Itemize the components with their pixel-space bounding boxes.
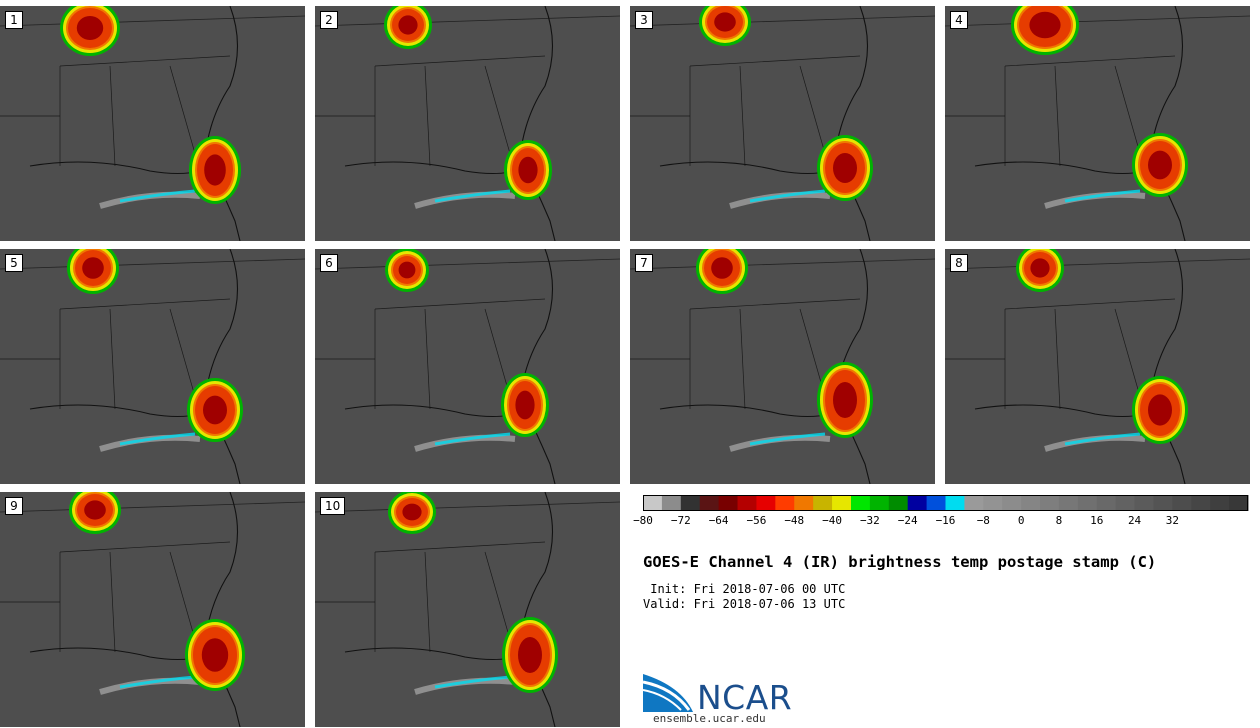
colorbar-swatch (1134, 495, 1154, 511)
colorbar-tick-label: 32 (1165, 514, 1179, 527)
colorbar-swatch (1096, 495, 1117, 511)
colorbar-swatch (1229, 495, 1249, 511)
init-time: Init: Fri 2018-07-06 00 UTC (643, 582, 846, 596)
map-panel-5: 5 (0, 249, 305, 484)
colorbar-tick-label: −24 (897, 514, 918, 527)
map-panel-10: 10 (315, 492, 620, 727)
colorbar-swatch (869, 495, 890, 511)
map-panel-7: 7 (630, 249, 935, 484)
panel-number-label: 6 (320, 254, 338, 272)
map-panel-9: 9 (0, 492, 305, 727)
ncar-logo-icon (643, 674, 693, 712)
panel-number-label: 10 (320, 497, 346, 515)
colorbar-swatch (737, 495, 757, 511)
panel-number-label: 9 (5, 497, 23, 515)
colorbar-swatch (1058, 495, 1079, 511)
map-panel-1: 1 (0, 6, 305, 241)
colorbar-swatch (775, 495, 795, 511)
colorbar (643, 495, 1249, 511)
map-panel-8: 8 (945, 249, 1250, 484)
colorbar-swatch (661, 495, 682, 511)
colorbar-swatch (832, 495, 852, 511)
colorbar-tick-label: −8 (976, 514, 990, 527)
panel-number-label: 2 (320, 11, 338, 29)
colorbar-tick-label: −40 (822, 514, 842, 527)
colorbar-swatch (926, 495, 946, 511)
colorbar-swatch (1115, 495, 1136, 511)
map-panel-2: 2 (315, 6, 620, 241)
colorbar-tick-label: −16 (935, 514, 956, 527)
colorbar-tick-label: 24 (1127, 514, 1142, 527)
panel-number-label: 4 (950, 11, 968, 29)
colorbar-swatch (1077, 495, 1098, 511)
panel-number-label: 5 (5, 254, 23, 272)
colorbar-swatch (907, 495, 928, 511)
colorbar-swatch (1040, 495, 1060, 511)
panel-number-label: 8 (950, 254, 968, 272)
colorbar-tick-label: 8 (1055, 514, 1063, 527)
map-panel-6: 6 (315, 249, 620, 484)
panel-number-label: 1 (5, 11, 23, 29)
colorbar-swatch (756, 495, 776, 511)
figure-title: GOES-E Channel 4 (IR) brightness temp po… (643, 553, 1157, 571)
colorbar-tick-label: 16 (1090, 514, 1104, 527)
colorbar-tick-label: −80 (633, 514, 653, 527)
colorbar-swatch (850, 495, 871, 511)
panel-number-label: 3 (635, 11, 653, 29)
logo-url: ensemble.ucar.edu (653, 712, 766, 725)
colorbar-tick-label: −72 (670, 514, 691, 527)
colorbar-swatch (945, 495, 965, 511)
colorbar-swatch (718, 495, 739, 511)
colorbar-swatch (813, 495, 833, 511)
colorbar-swatch (1172, 495, 1192, 511)
colorbar-tick-label: −64 (708, 514, 729, 527)
colorbar-swatch (699, 495, 720, 511)
colorbar-swatch (964, 495, 984, 511)
colorbar-tick-label: −32 (859, 514, 880, 527)
colorbar-swatch (1210, 495, 1230, 511)
colorbar-swatch (983, 495, 1003, 511)
colorbar-tick-label: −56 (746, 514, 767, 527)
colorbar-swatch (1021, 495, 1041, 511)
map-panel-4: 4 (945, 6, 1250, 241)
colorbar-swatch (643, 495, 663, 511)
logo-text: NCAR (697, 678, 793, 717)
colorbar-tick-label: −48 (784, 514, 805, 527)
colorbar-swatch (794, 495, 814, 511)
valid-time: Valid: Fri 2018-07-06 13 UTC (643, 597, 846, 611)
map-panel-3: 3 (630, 6, 935, 241)
colorbar-ticks: −80 −72 −64 −56 −48 −40 −32 −24 −16 −8 0 8 16 24 32 (633, 514, 1248, 534)
colorbar-swatch (1153, 495, 1173, 511)
colorbar-swatch (1191, 495, 1211, 511)
colorbar-swatch (888, 495, 909, 511)
panel-number-label: 7 (635, 254, 653, 272)
colorbar-swatch (680, 495, 701, 511)
colorbar-swatch (1002, 495, 1022, 511)
colorbar-tick-label: 0 (1017, 514, 1025, 527)
